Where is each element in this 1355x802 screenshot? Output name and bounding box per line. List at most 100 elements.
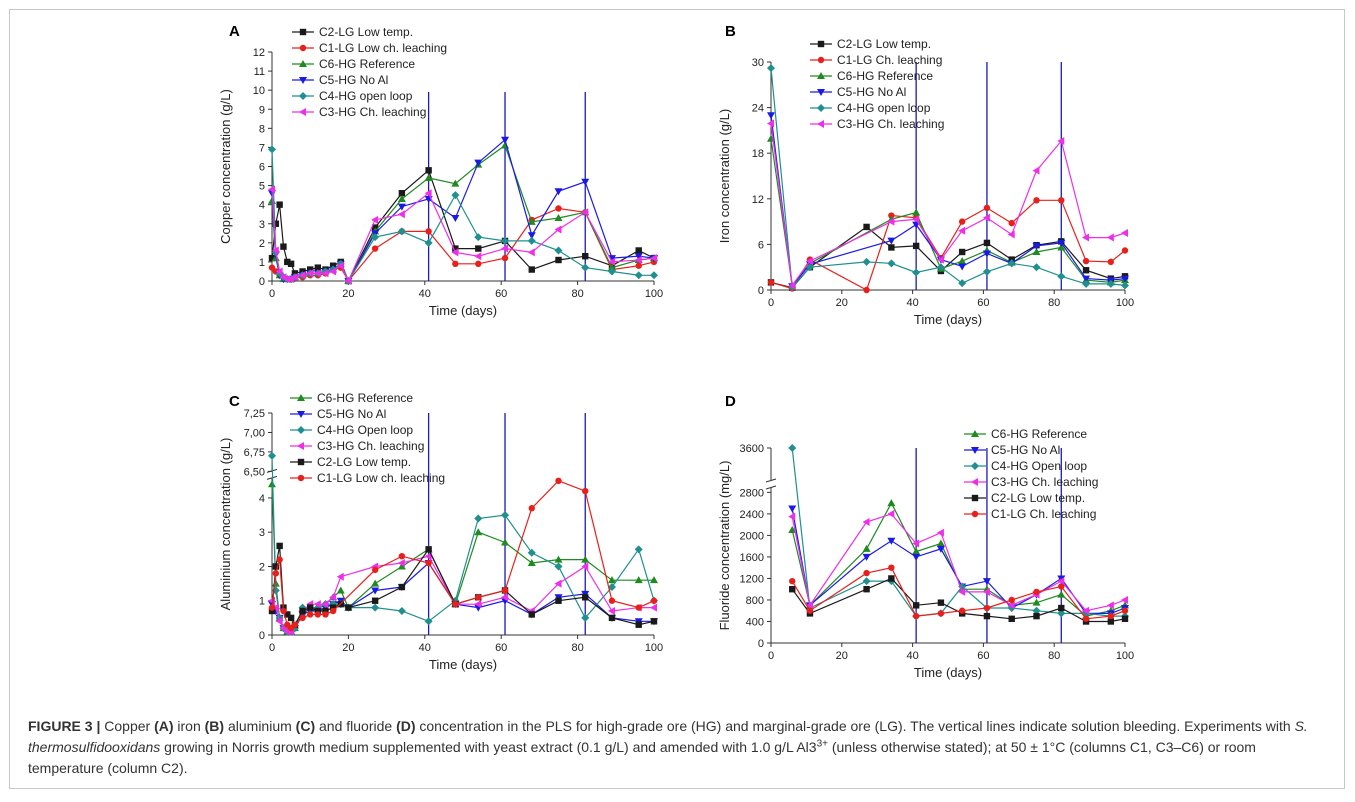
y-tick-label: 12 (253, 47, 265, 59)
caption-text: aluminium (224, 718, 296, 734)
data-point (862, 517, 870, 526)
data-point (1082, 615, 1090, 622)
y-tick-label: 800 (746, 595, 764, 607)
data-point (322, 611, 329, 618)
data-point (371, 579, 380, 587)
data-point (863, 286, 870, 294)
caption-text: Copper (100, 718, 155, 734)
legend-marker (297, 458, 305, 466)
data-point (268, 607, 276, 615)
legend-marker (297, 394, 305, 401)
data-point (958, 226, 966, 235)
x-tick-label: 80 (571, 642, 583, 654)
series-line (791, 447, 1125, 617)
caption-superscript: 3+ (816, 738, 828, 750)
data-point (276, 542, 283, 550)
data-point (554, 579, 562, 588)
data-point (272, 563, 280, 570)
legend-label: C3-HG Ch. leaching (837, 117, 944, 131)
data-point (581, 263, 590, 272)
legend-label: C2-LG Low temp. (317, 455, 411, 469)
data-point (271, 246, 279, 255)
data-point (322, 607, 329, 615)
data-point (425, 228, 432, 235)
data-point (424, 173, 433, 181)
legend-marker (297, 474, 305, 482)
x-tick-label: 40 (906, 297, 918, 309)
data-point (1057, 609, 1066, 618)
data-point (554, 188, 563, 196)
caption-panel-a: (A) (154, 718, 174, 734)
legend-marker (971, 447, 979, 454)
data-point (501, 511, 510, 520)
data-point (329, 593, 337, 602)
data-point (1106, 601, 1114, 610)
series-c1-lg-ch-leaching (789, 564, 1129, 622)
data-point (371, 566, 379, 574)
series-c3-hg-ch-leaching (788, 509, 1128, 615)
data-point (634, 256, 642, 265)
data-point (650, 271, 658, 280)
data-point (275, 267, 283, 276)
data-point (581, 562, 589, 571)
y-tick-label: 9 (259, 104, 265, 116)
data-point (767, 64, 775, 73)
legend-marker (299, 108, 306, 116)
data-point (397, 559, 405, 568)
data-point (650, 576, 658, 584)
data-point (767, 279, 775, 286)
legend-label: C6-HG Reference (319, 57, 415, 71)
legend-label: C3-HG Ch. leaching (317, 439, 424, 453)
series-line (791, 508, 1126, 614)
data-point (634, 545, 643, 554)
caption-panel-b: (B) (204, 718, 225, 734)
caption-panel-c: (C) (295, 718, 316, 734)
panel-letter: A (229, 23, 240, 40)
x-tick-label: 100 (645, 288, 663, 300)
data-point (635, 604, 642, 611)
data-point (501, 538, 510, 546)
y-tick-label: 1 (259, 596, 265, 608)
x-tick-label: 20 (836, 650, 848, 662)
legend-label: C3-HG Ch. leaching (319, 105, 426, 119)
data-point (555, 205, 562, 212)
data-point (398, 190, 406, 197)
data-point (1057, 243, 1066, 251)
legend-label: C1-LG Low ch. leaching (319, 41, 447, 55)
series-c3-hg-ch-leaching (268, 185, 657, 285)
data-point (501, 236, 510, 245)
data-point (475, 260, 482, 268)
data-point (554, 246, 563, 255)
legend-label: C6-HG Reference (991, 427, 1087, 441)
data-point (937, 599, 945, 606)
x-tick-label: 0 (768, 650, 774, 662)
data-point (1058, 583, 1065, 590)
y-tick-label: 4 (259, 200, 265, 212)
series-line (791, 513, 1126, 612)
legend-marker (817, 104, 825, 112)
y-tick-label: 2400 (740, 509, 764, 521)
data-point (1121, 281, 1129, 290)
data-point (527, 232, 536, 240)
x-axis-label: Time (days) (914, 312, 982, 327)
panel-letter: B (725, 23, 736, 40)
data-point (336, 586, 345, 594)
data-point (314, 607, 322, 615)
data-point (1121, 607, 1129, 614)
data-point (475, 594, 482, 601)
data-point (650, 254, 657, 263)
data-point (425, 559, 432, 567)
data-point (397, 562, 406, 570)
series-c1-lg-low-ch-leaching (268, 477, 658, 632)
data-point (887, 237, 896, 245)
data-point (284, 258, 291, 266)
data-point (887, 537, 896, 545)
data-point (371, 215, 379, 224)
data-point (501, 244, 509, 253)
data-point (912, 539, 920, 548)
legend-label: C6-HG Reference (837, 69, 933, 83)
data-point (581, 208, 589, 217)
data-point (634, 271, 643, 280)
data-point (887, 217, 895, 226)
y-tick-label: 7,00 (244, 427, 265, 439)
